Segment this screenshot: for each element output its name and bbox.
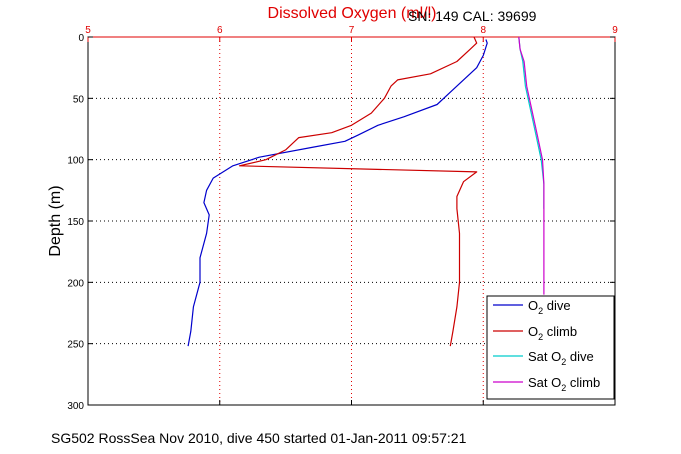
x-tick-label: 5 (85, 25, 91, 36)
x-tick-label: 9 (612, 25, 618, 36)
legend-label-sat-o2-dive: Sat O2 dive (528, 349, 594, 367)
legend-label-o2-dive: O2 dive (528, 298, 571, 316)
dive-footer: SG502 RossSea Nov 2010, dive 450 started… (51, 430, 467, 446)
chart-title: Dissolved Oxygen (ml/l) (268, 5, 437, 22)
y-tick-label: 200 (67, 278, 84, 289)
legend-label-sat-o2-climb: Sat O2 climb (528, 375, 600, 393)
y-tick-label: 300 (67, 401, 84, 412)
x-tick-label: 8 (480, 25, 486, 36)
series-lines (187, 36, 545, 347)
y-tick-label: 0 (78, 33, 84, 44)
series-line-o2-dive (187, 39, 488, 347)
y-axis-ticks: 0 50 100 150 200 250 300 (67, 33, 615, 412)
x-axis-ticks: 5 6 7 8 9 (85, 25, 618, 405)
series-line-sat-o2-climb (518, 36, 545, 295)
y-axis-label: Depth (m) (47, 185, 64, 256)
series-line-sat-o2-dive (518, 36, 545, 209)
series-line-o2-climb (238, 36, 478, 347)
y-tick-label: 100 (67, 156, 84, 167)
y-tick-label: 150 (67, 217, 84, 228)
legend-label-o2-climb: O2 climb (528, 324, 577, 342)
x-tick-label: 7 (349, 25, 355, 36)
y-tick-label: 250 (67, 340, 84, 351)
x-tick-label: 6 (217, 25, 223, 36)
calibration-annotation: SN: 149 CAL: 39699 (408, 8, 537, 24)
y-tick-label: 50 (73, 94, 85, 105)
grid-lines (88, 37, 615, 405)
legend: O2 dive O2 climb Sat O2 dive Sat O2 climb (486, 295, 615, 400)
